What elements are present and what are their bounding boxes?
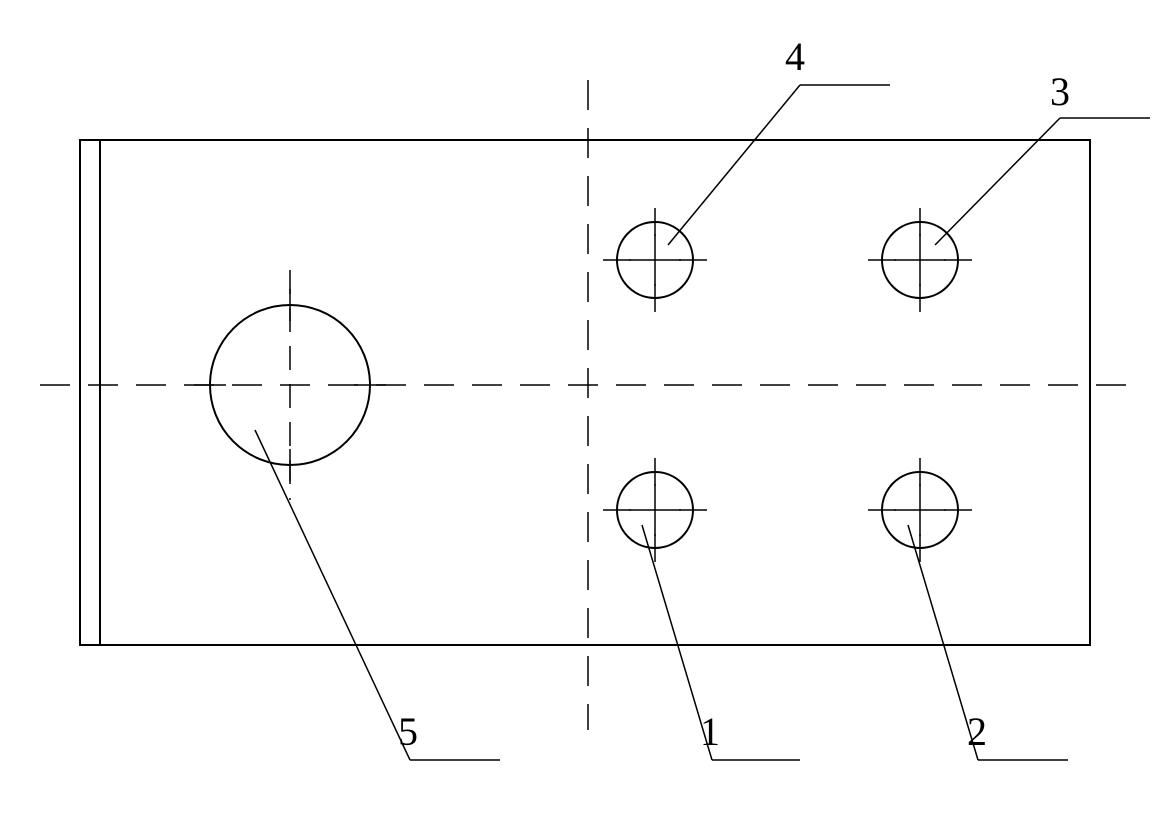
leader-diag-4: [668, 85, 800, 245]
label-2: 2: [908, 525, 1068, 760]
label-text-1: 1: [700, 709, 720, 754]
label-text-5: 5: [398, 709, 418, 754]
label-5: 5: [255, 430, 500, 760]
label-text-3: 3: [1050, 69, 1070, 114]
leader-diag-5: [255, 430, 410, 760]
label-3: 3: [935, 69, 1150, 245]
outer-frame: [80, 140, 1090, 645]
label-1: 1: [642, 525, 800, 760]
leader-diag-3: [935, 118, 1060, 245]
label-text-4: 4: [785, 34, 805, 79]
label-text-2: 2: [967, 709, 987, 754]
